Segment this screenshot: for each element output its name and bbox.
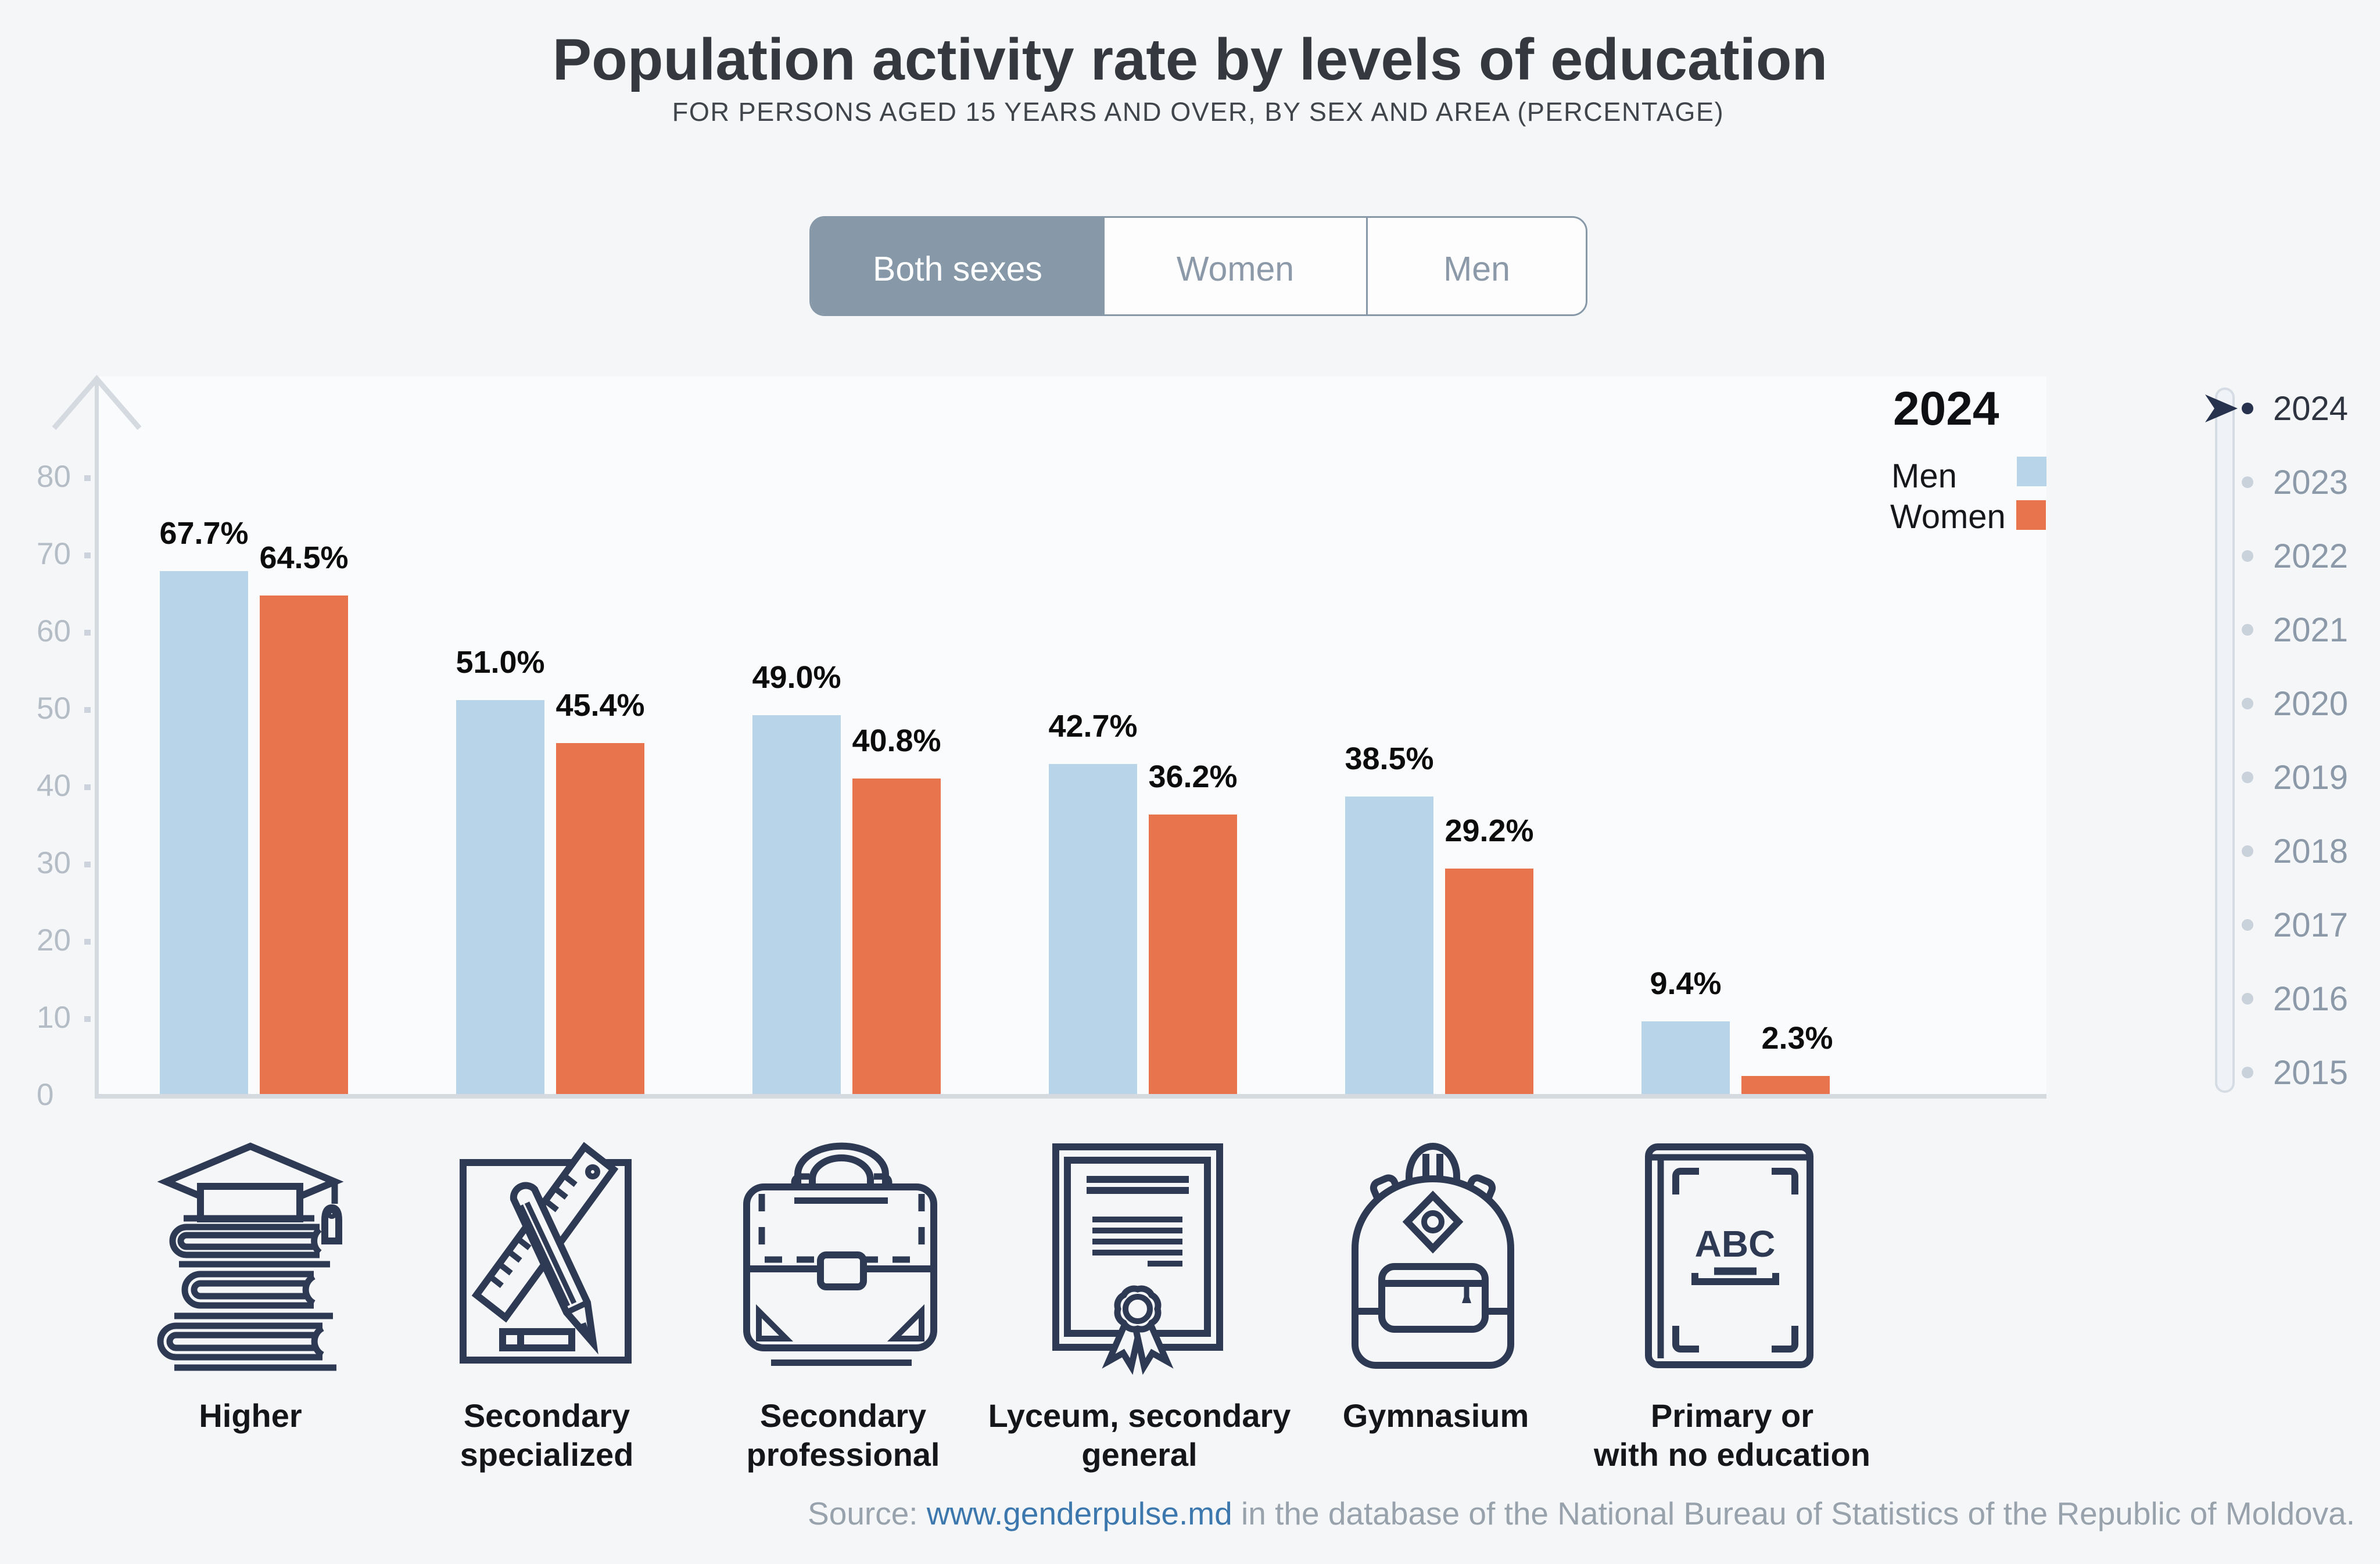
- svg-text:ABC: ABC: [1695, 1223, 1776, 1265]
